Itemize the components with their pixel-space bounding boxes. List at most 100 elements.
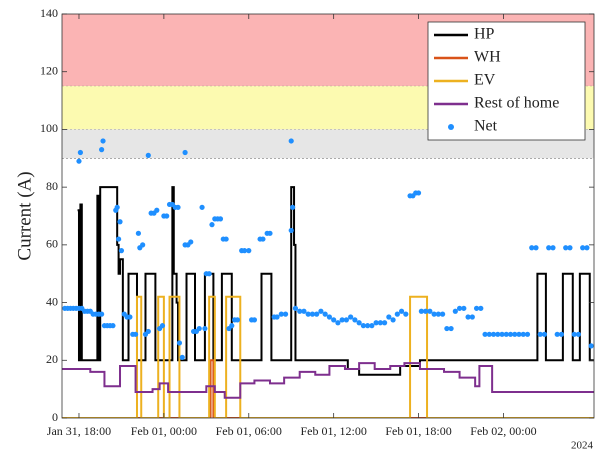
net-point: [202, 325, 208, 332]
step-line: [62, 362, 594, 399]
net-point: [469, 314, 475, 320]
net-point: [431, 311, 437, 317]
net-point: [335, 320, 341, 326]
y-tick-label: 20: [46, 352, 58, 366]
legend-label: Rest of home: [474, 95, 559, 112]
y-tick-label: 60: [46, 237, 58, 251]
y-tick-label: 140: [40, 6, 58, 20]
legend-label: EV: [474, 72, 496, 89]
net-point: [456, 305, 463, 311]
net-point: [563, 245, 569, 251]
net-point: [176, 340, 183, 346]
net-point: [99, 147, 105, 153]
legend-swatch: [448, 124, 454, 130]
net-point: [537, 331, 543, 337]
net-point: [179, 354, 185, 360]
net-point: [77, 149, 83, 156]
net-point: [352, 317, 358, 323]
x-tick-label: Feb 01, 12:00: [300, 424, 366, 438]
net-point: [339, 317, 345, 323]
net-point: [288, 227, 294, 234]
x-tick-label: Jan 31, 18:00: [47, 424, 111, 438]
net-point: [229, 323, 235, 329]
net-point: [435, 311, 441, 317]
net-point: [516, 331, 522, 337]
net-point: [246, 248, 252, 254]
net-point: [348, 314, 354, 320]
net-point: [127, 314, 133, 320]
net-point: [301, 308, 307, 314]
net-point: [452, 308, 458, 314]
net-point: [403, 311, 409, 317]
net-point: [465, 314, 471, 320]
net-point: [145, 152, 151, 158]
axes: 0 20 40 60 80 100 120 140 Jan 31, 18:00 Feb 01, 0…: [40, 6, 595, 438]
net-point: [140, 242, 146, 248]
net-point: [448, 325, 454, 332]
net-point: [482, 331, 488, 337]
net-point: [132, 331, 139, 337]
legend-label: Net: [474, 118, 498, 135]
y-tick-label: 40: [46, 294, 58, 308]
net-point: [390, 317, 396, 323]
net-point: [524, 331, 531, 337]
step-line: [62, 359, 594, 418]
net-point: [584, 245, 590, 251]
net-point: [326, 314, 333, 320]
net-point: [251, 317, 258, 323]
net-point: [369, 323, 375, 329]
step-line: [77, 186, 594, 376]
net-point: [182, 149, 188, 156]
legend-label: WH: [474, 49, 501, 66]
net-point: [199, 204, 205, 210]
net-point: [507, 331, 514, 337]
net-point: [444, 325, 450, 332]
net-point: [503, 331, 509, 337]
net-point: [360, 323, 366, 329]
net-point: [314, 311, 320, 317]
net-point: [546, 245, 552, 251]
net-point: [499, 331, 505, 337]
net-point: [427, 308, 433, 314]
net-point: [423, 308, 429, 314]
net-point: [115, 236, 122, 242]
net-point: [478, 305, 484, 311]
net-point: [309, 311, 316, 317]
net-point: [398, 308, 405, 314]
net-point: [575, 331, 582, 337]
net-point: [386, 314, 392, 320]
net-point: [292, 305, 299, 311]
net-point: [377, 320, 383, 326]
net-point: [100, 138, 106, 144]
net-point: [415, 190, 422, 196]
net-point: [118, 248, 125, 254]
net-point: [373, 320, 379, 326]
net-point: [550, 245, 556, 251]
net-point: [145, 328, 151, 335]
net-point: [365, 323, 371, 329]
net-point: [495, 331, 501, 337]
net-point: [473, 305, 480, 311]
legend: HP WH EV Rest of home Net: [427, 21, 586, 141]
net-point: [188, 239, 194, 245]
x-tick-label: Feb 01, 06:00: [216, 424, 282, 438]
y-axis-label: Current (A): [14, 171, 35, 260]
net-point: [76, 158, 82, 164]
net-point: [217, 216, 224, 222]
x-tick-label: Feb 01, 18:00: [385, 424, 451, 438]
net-point: [588, 343, 594, 349]
y-tick-label: 120: [40, 63, 58, 77]
net-point: [175, 204, 181, 210]
net-point: [318, 308, 324, 314]
net-point: [571, 331, 577, 337]
x-tick-label: Feb 01, 00:00: [131, 424, 197, 438]
net-point: [110, 323, 116, 329]
x-tick-label: Feb 02, 00:00: [470, 424, 536, 438]
net-point: [343, 317, 349, 323]
net-point: [356, 320, 362, 326]
net-point: [381, 320, 388, 326]
net-point: [394, 311, 400, 317]
net-point: [234, 317, 241, 323]
net-point: [490, 331, 497, 337]
